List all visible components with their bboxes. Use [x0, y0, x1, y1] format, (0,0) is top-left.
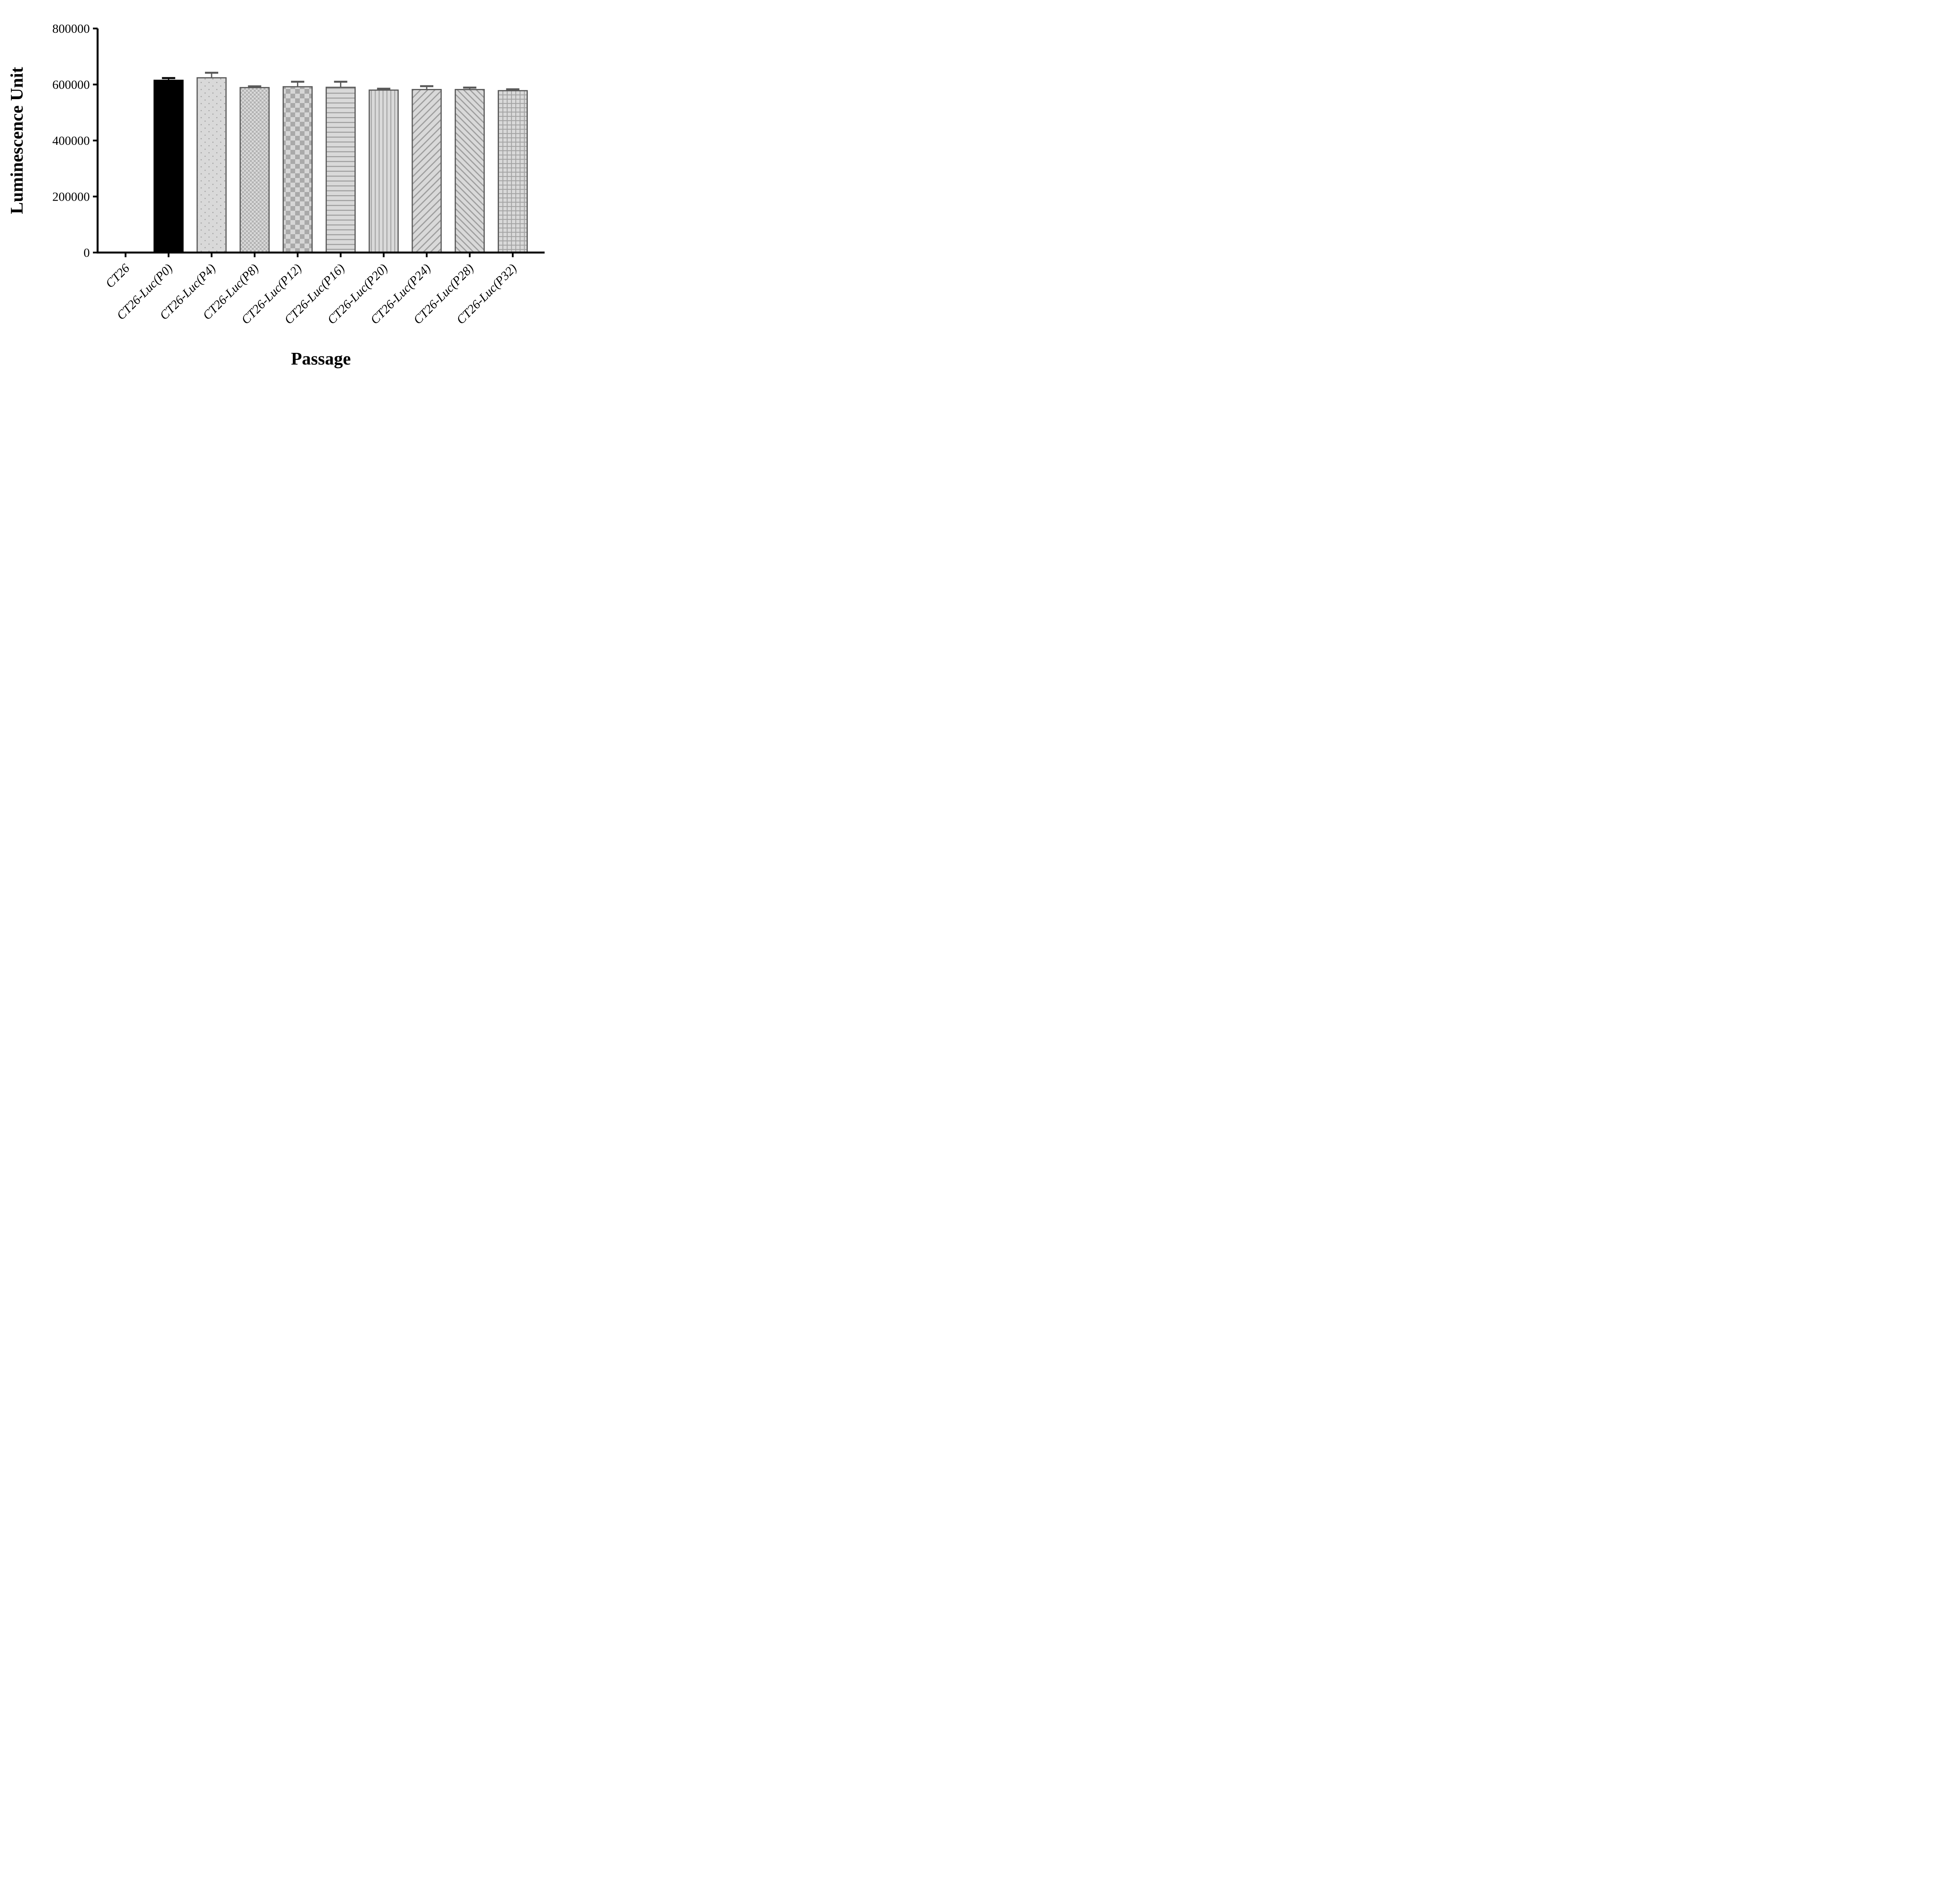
bar-ct26-luc-p32 [497, 90, 528, 253]
bars-group [153, 77, 528, 253]
bar-ct26-luc-p0 [153, 80, 184, 253]
y-tick-labels-group: 0 200000 400000 600000 800000 [52, 21, 90, 260]
y-tick-label-600000: 600000 [52, 78, 90, 92]
error-bar-ct26-luc-p0 [162, 77, 175, 80]
x-label-ct26: CT26 [103, 261, 132, 290]
y-tick-label-400000: 400000 [52, 133, 90, 148]
axes-group [93, 27, 545, 257]
y-tick-label-200000: 200000 [52, 190, 90, 204]
error-bar-ct26-luc-p20 [377, 87, 390, 90]
chart-figure: 0 200000 400000 600000 800000 CT26 CT26-Luc(P… [0, 0, 561, 381]
error-bar-ct26-luc-p4 [205, 71, 218, 78]
bar-ct26-luc-p8 [239, 87, 270, 253]
y-tick-label-0: 0 [84, 246, 90, 260]
error-bar-ct26-luc-p8 [248, 85, 262, 88]
error-bar-ct26-luc-p12 [291, 80, 305, 87]
bar-ct26-luc-p24 [411, 89, 442, 253]
x-category-labels-group: CT26CT26-Luc(P0)CT26-Luc(P4)CT26-Luc(P8)… [103, 261, 520, 327]
bar-ct26-luc-p28 [454, 89, 485, 253]
x-axis-title: Passage [291, 349, 351, 368]
error-bar-ct26-luc-p28 [463, 86, 477, 90]
y-tick-label-800000: 800000 [52, 21, 90, 36]
bar-chart: 0 200000 400000 600000 800000 CT26CT26-Luc(P… [7, 21, 545, 368]
error-bars-group [162, 71, 520, 91]
bar-ct26-luc-p16 [326, 87, 356, 253]
y-axis-title: Luminescence Unit [7, 67, 27, 214]
bar-ct26-luc-p12 [282, 86, 313, 253]
error-bar-ct26-luc-p16 [334, 80, 347, 87]
error-bar-ct26-luc-p32 [506, 88, 520, 91]
bar-ct26-luc-p4 [196, 77, 227, 253]
bar-ct26-luc-p20 [369, 89, 399, 253]
error-bar-ct26-luc-p24 [420, 85, 433, 90]
